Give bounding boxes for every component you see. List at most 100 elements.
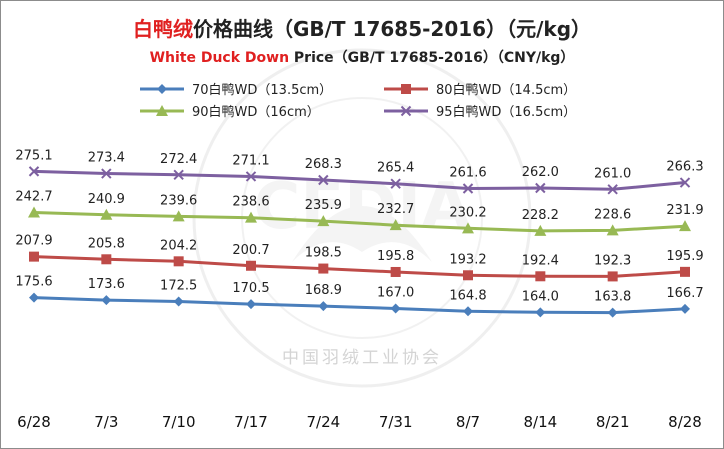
x-tick-label: 8/7 — [456, 413, 480, 431]
legend-key-marker — [400, 105, 412, 117]
x-tick-label: 8/28 — [668, 413, 702, 431]
x-tick-label: 7/3 — [94, 413, 118, 431]
legend-key-marker — [157, 84, 167, 94]
data-label: 268.3 — [305, 157, 342, 172]
legend-entry-label: 90白鸭WD（16cm） — [192, 104, 320, 120]
watermark-text: 中国羽绒工业协会 — [282, 348, 442, 368]
data-point — [173, 169, 184, 181]
data-label: 231.9 — [666, 203, 703, 218]
data-point — [606, 224, 619, 236]
chart-title: 白鸭绒价格曲线（GB/T 17685-2016）（元/kg） — [133, 17, 591, 41]
legend-key-marker — [401, 84, 411, 94]
data-point — [246, 299, 256, 310]
data-point — [318, 174, 329, 186]
data-point — [245, 211, 257, 223]
data-point — [173, 256, 184, 267]
x-tick-label: 7/24 — [306, 413, 340, 431]
data-label: 170.5 — [232, 281, 269, 296]
data-label: 192.3 — [594, 253, 631, 268]
data-point — [29, 292, 39, 303]
series-line — [32, 169, 687, 191]
data-label: 261.6 — [449, 166, 486, 181]
data-label: 262.0 — [522, 165, 559, 180]
data-label: 164.0 — [522, 289, 559, 304]
data-label: 207.9 — [15, 234, 52, 249]
data-label: 272.4 — [160, 152, 197, 167]
data-point — [172, 210, 185, 222]
data-label: 168.9 — [305, 283, 342, 298]
data-label: 163.8 — [594, 290, 631, 305]
series-line — [32, 296, 687, 315]
data-point — [463, 306, 473, 317]
data-label: 175.6 — [15, 275, 52, 290]
data-point — [679, 220, 691, 232]
data-point — [28, 206, 40, 218]
data-label: 167.0 — [377, 286, 414, 301]
data-label: 193.2 — [449, 252, 486, 267]
x-tick-label: 8/21 — [596, 413, 630, 431]
data-label: 273.4 — [88, 151, 125, 166]
data-point — [246, 260, 256, 271]
chart-subtitle-black: Price（GB/T 17685-2016）（CNY/kg） — [289, 50, 574, 66]
data-label: 232.7 — [377, 202, 414, 217]
data-point — [29, 251, 39, 262]
data-point — [101, 254, 112, 265]
legend-entry-label: 95白鸭WD（16.5cm） — [436, 104, 576, 120]
data-label: 266.3 — [666, 160, 703, 175]
x-tick-label: 8/14 — [523, 413, 557, 431]
data-point — [462, 183, 474, 194]
data-point — [100, 208, 113, 220]
x-tick-label: 7/31 — [379, 413, 413, 431]
data-label: 240.9 — [88, 192, 125, 207]
legend-entry-label: 80白鸭WD（14.5cm） — [436, 82, 576, 98]
data-point — [679, 177, 691, 188]
series-line — [32, 211, 687, 233]
data-point — [390, 266, 401, 277]
series-line — [32, 255, 687, 278]
data-point — [390, 303, 401, 314]
data-label: 242.7 — [15, 189, 52, 204]
chart-title-red: 白鸭绒 — [133, 17, 193, 41]
series-1: 175.6 173.6 172.5 170.5 168.9 167.0 164.8 164.0… — [15, 275, 704, 318]
data-point — [28, 166, 40, 177]
data-point — [101, 168, 112, 179]
data-label: 164.8 — [449, 288, 486, 303]
chart-subtitle: White Duck Down Price（GB/T 17685-2016）（C… — [150, 50, 575, 66]
data-point — [535, 271, 546, 282]
data-label: 166.7 — [666, 286, 703, 301]
data-label: 265.4 — [377, 161, 414, 176]
x-tick-label: 7/10 — [162, 413, 196, 431]
x-tick-label: 7/17 — [234, 413, 268, 431]
data-point — [317, 215, 330, 227]
series-2: 207.9 205.8 204.2 200.7 198.5 195.8 193.2 192.4… — [15, 234, 704, 282]
data-point — [680, 303, 690, 314]
data-point — [607, 184, 618, 195]
data-label: 195.8 — [377, 249, 414, 264]
data-label: 204.2 — [160, 238, 197, 253]
data-label: 172.5 — [160, 279, 197, 294]
data-point — [463, 270, 473, 281]
data-label: 235.9 — [305, 198, 342, 213]
data-label: 198.5 — [305, 246, 342, 261]
data-point — [607, 307, 618, 318]
data-point — [535, 182, 546, 194]
chart-subtitle-red: White Duck Down — [150, 50, 289, 66]
data-label: 195.9 — [666, 249, 703, 264]
data-point — [462, 222, 474, 234]
data-point — [245, 171, 257, 182]
data-label: 200.7 — [232, 243, 269, 258]
data-label: 205.8 — [88, 236, 125, 251]
data-point — [680, 266, 690, 277]
series-4: 275.1 273.4 272.4 271.1 268.3 265.4 261.6 262.0… — [15, 148, 704, 195]
data-label: 230.2 — [449, 205, 486, 220]
chart-legend: 70白鸭WD（13.5cm） 80白鸭WD（14.5cm） 90白鸭WD（16cm）… — [140, 82, 576, 120]
series-group: 175.6 173.6 172.5 170.5 168.9 167.0 164.8 164.0… — [15, 148, 704, 318]
x-axis-ticks: 6/28 7/3 7/10 7/17 7/24 7/31 8/7 8/14 8/21 8/28 — [17, 413, 702, 431]
legend-key-marker — [156, 105, 168, 116]
data-label: 271.1 — [232, 153, 269, 168]
data-label: 275.1 — [15, 148, 52, 163]
data-point — [389, 219, 402, 231]
data-point — [101, 295, 112, 306]
data-label: 173.6 — [88, 277, 125, 292]
